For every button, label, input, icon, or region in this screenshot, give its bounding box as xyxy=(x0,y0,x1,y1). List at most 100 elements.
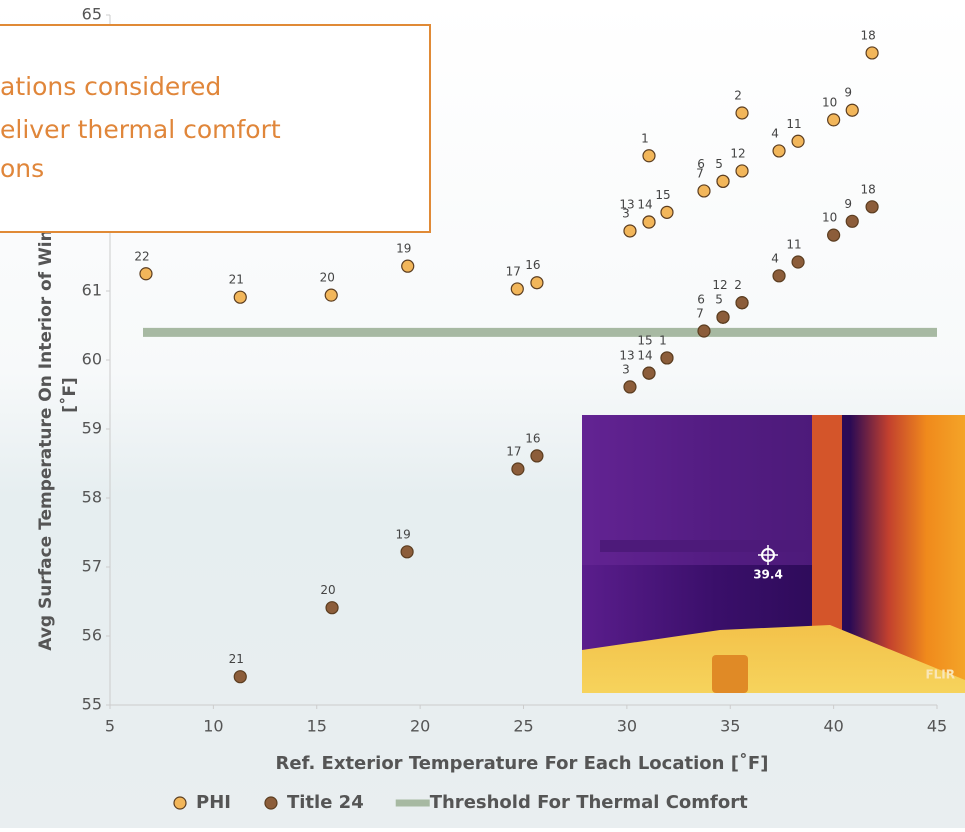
point xyxy=(643,367,655,379)
point xyxy=(643,150,655,162)
x-tick-label: 20 xyxy=(410,717,430,736)
x-tick-label: 40 xyxy=(823,717,843,736)
point-label: 6 xyxy=(697,293,705,307)
point-label: 15 xyxy=(655,188,670,202)
point-label: 1 xyxy=(641,131,649,145)
point-label: 21 xyxy=(229,273,244,287)
x-tick-label: 10 xyxy=(203,717,223,736)
point xyxy=(828,114,840,126)
point xyxy=(140,268,152,280)
point xyxy=(736,297,748,309)
point xyxy=(512,463,524,475)
point xyxy=(773,145,785,157)
y-tick-label: 59 xyxy=(82,419,102,438)
point-label: 19 xyxy=(395,527,410,541)
point-label: 13 xyxy=(619,198,634,212)
point xyxy=(234,291,246,303)
annotation-line: ons xyxy=(0,154,44,183)
point xyxy=(736,107,748,119)
point xyxy=(846,215,858,227)
point xyxy=(624,381,636,393)
point xyxy=(698,185,710,197)
point-label: 21 xyxy=(229,652,244,666)
point xyxy=(698,325,710,337)
annotation-box: ations considered eliver thermal comfort… xyxy=(0,25,430,232)
point xyxy=(846,104,858,116)
point xyxy=(531,450,543,462)
point xyxy=(402,260,414,272)
point-label: 22 xyxy=(134,249,149,263)
point-label: 1 xyxy=(659,333,667,347)
page: {"chart_data": { "type": "scatter", "x_l… xyxy=(0,0,965,832)
point-label: 17 xyxy=(506,445,521,459)
point xyxy=(866,47,878,59)
annotation-line: eliver thermal comfort xyxy=(0,115,281,144)
x-tick-label: 30 xyxy=(617,717,637,736)
point-label: 10 xyxy=(822,211,837,225)
point-label: 14 xyxy=(637,349,652,363)
legend-marker xyxy=(265,797,277,809)
point xyxy=(717,175,729,187)
point-label: 18 xyxy=(860,182,875,196)
point xyxy=(325,289,337,301)
point-label: 5 xyxy=(715,293,723,307)
point-label: 20 xyxy=(320,583,335,597)
point-label: 11 xyxy=(786,238,801,252)
point xyxy=(661,352,673,364)
thermal-brand: FLIR xyxy=(925,668,955,682)
thermal-reading: 39.4 xyxy=(753,568,783,582)
y-axis-unit: [˚F] xyxy=(58,377,80,413)
point-label: 10 xyxy=(822,95,837,109)
point-label: 11 xyxy=(786,117,801,131)
point-label: 17 xyxy=(506,264,521,278)
x-tick-label: 15 xyxy=(307,717,327,736)
thermal-image: 39.4 FLIR xyxy=(582,415,965,693)
legend-marker xyxy=(174,797,186,809)
point-label: 19 xyxy=(396,242,411,256)
point xyxy=(828,229,840,241)
point xyxy=(624,225,636,237)
point xyxy=(866,201,878,213)
y-tick-label: 65 xyxy=(82,5,102,24)
point xyxy=(792,135,804,147)
point xyxy=(401,546,413,558)
point-label: 9 xyxy=(844,86,852,100)
x-axis-label: Ref. Exterior Temperature For Each Locat… xyxy=(276,752,769,774)
y-tick-label: 61 xyxy=(82,281,102,300)
point xyxy=(773,270,785,282)
y-tick-label: 60 xyxy=(82,350,102,369)
point xyxy=(736,165,748,177)
point-label: 7 xyxy=(696,307,704,321)
y-tick-label: 56 xyxy=(82,626,102,645)
point-label: 12 xyxy=(730,146,745,160)
x-tick-label: 45 xyxy=(927,717,947,736)
point-label: 2 xyxy=(734,278,742,292)
point xyxy=(326,602,338,614)
point-label: 15 xyxy=(637,333,652,347)
y-tick-label: 58 xyxy=(82,488,102,507)
legend-label: Threshold For Thermal Comfort xyxy=(430,792,748,813)
point-label: 4 xyxy=(771,126,779,140)
legend-label: PHI xyxy=(196,792,231,813)
point xyxy=(717,311,729,323)
point-label: 12 xyxy=(712,278,727,292)
point xyxy=(511,283,523,295)
point-label: 5 xyxy=(715,157,723,171)
point-label: 16 xyxy=(525,431,540,445)
point xyxy=(531,277,543,289)
x-tick-label: 35 xyxy=(720,717,740,736)
point-label: 6 xyxy=(697,157,705,171)
point-label: 4 xyxy=(771,251,779,265)
point-label: 16 xyxy=(525,258,540,272)
point-label: 2 xyxy=(734,88,742,102)
point xyxy=(792,256,804,268)
y-tick-label: 57 xyxy=(82,557,102,576)
point-label: 3 xyxy=(622,362,630,376)
point-label: 13 xyxy=(619,349,634,363)
point-label: 14 xyxy=(637,198,652,212)
point xyxy=(234,671,246,683)
x-tick-label: 5 xyxy=(105,717,115,736)
annotation-line: ations considered xyxy=(0,72,221,101)
point-label: 9 xyxy=(844,197,852,211)
point xyxy=(661,206,673,218)
